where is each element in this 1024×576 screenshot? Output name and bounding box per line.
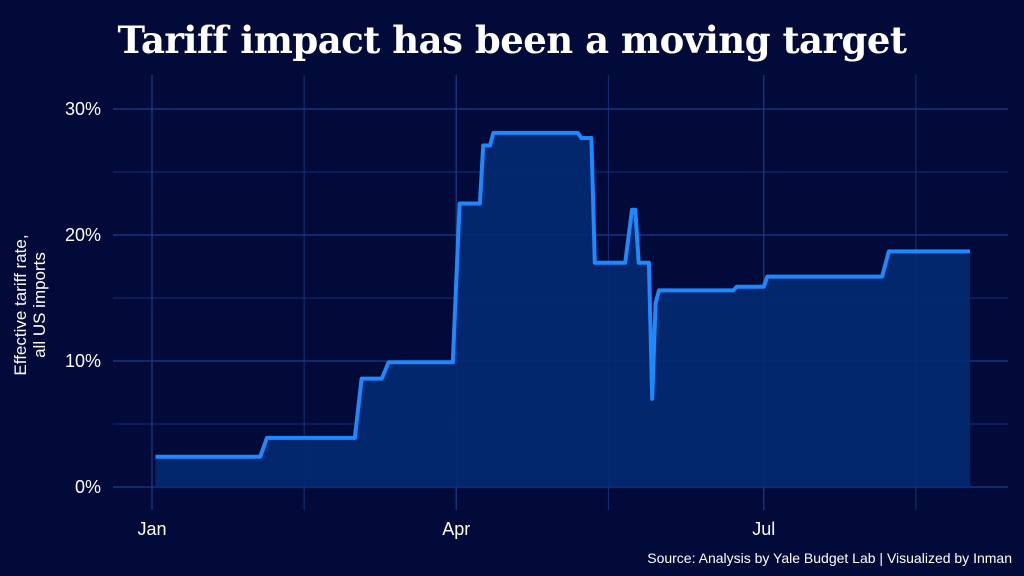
x-tick-label: Jan <box>137 519 166 539</box>
x-tick-label: Jul <box>752 519 775 539</box>
series-area <box>155 132 970 487</box>
y-tick-label: 10% <box>65 351 101 371</box>
source-caption: Source: Analysis by Yale Budget Lab | Vi… <box>647 550 1012 566</box>
y-tick-label: 0% <box>75 477 101 497</box>
series-line <box>155 130 970 459</box>
x-tick-label: Apr <box>442 519 470 539</box>
chart-title: Tariff impact has been a moving target <box>117 18 907 62</box>
y-tick-label: 30% <box>65 99 101 119</box>
y-tick-label: 20% <box>65 225 101 245</box>
